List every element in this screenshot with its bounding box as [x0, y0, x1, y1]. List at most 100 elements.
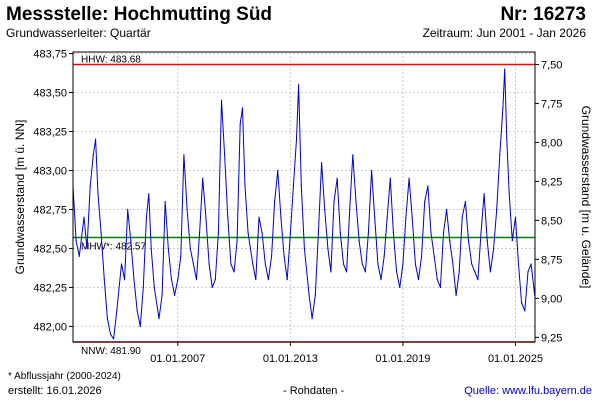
data-point: [486, 240, 488, 242]
aquifer-label: Grundwasserleiter: Quartär: [6, 26, 151, 40]
data-point: [261, 232, 263, 234]
data-point: [183, 154, 185, 156]
y-tick-label: 482,25: [33, 282, 67, 294]
data-point: [492, 247, 495, 250]
data-point: [109, 333, 112, 335]
data-point: [186, 208, 188, 211]
data-point: [236, 240, 238, 242]
data-point: [386, 216, 388, 218]
data-point: [496, 208, 498, 211]
y-axis-label-left: Grundwasserstand [m ü. NN]: [13, 120, 27, 275]
y-tick-label: 483,75: [33, 49, 67, 61]
data-point: [358, 240, 360, 242]
data-point: [239, 123, 241, 125]
data-point: [123, 279, 126, 281]
created-date: erstellt: 16.01.2026: [8, 385, 102, 397]
data-point: [374, 216, 376, 218]
data-point: [252, 263, 254, 265]
data-point: [324, 208, 326, 211]
data-point: [389, 177, 391, 179]
data-point: [455, 294, 457, 296]
data-point: [361, 263, 363, 265]
grid-lines: [73, 52, 535, 342]
right-tick-label: 8,25: [541, 176, 562, 188]
data-point: [258, 216, 260, 218]
data-point: [349, 208, 351, 211]
data-point: [483, 193, 485, 195]
y-tick-label: 483,50: [33, 88, 67, 100]
source-link[interactable]: Quelle: www.lfu.bayern.de: [464, 385, 592, 397]
right-tick-label: 8,50: [541, 215, 562, 227]
x-tick-label: 01.01.2013: [263, 353, 318, 365]
data-point: [383, 255, 385, 257]
data-point: [97, 193, 99, 195]
period-label: Zeitraum: Jun 2001 - Jan 2026: [422, 26, 586, 40]
data-point: [408, 177, 410, 179]
data-point: [364, 271, 367, 273]
data-point: [330, 271, 332, 273]
data-point: [380, 279, 382, 281]
data-point: [396, 271, 398, 273]
right-tick-label: 9,25: [541, 332, 562, 344]
data-point: [320, 162, 323, 164]
data-point: [342, 263, 345, 265]
data-point: [333, 201, 335, 203]
right-tick-label: 7,75: [541, 98, 562, 110]
data-point: [247, 232, 249, 234]
data-point: [127, 208, 129, 211]
data-point: [377, 263, 379, 265]
data-point: [514, 216, 517, 218]
data-point: [502, 107, 504, 109]
mhw-label: MHW*: 482.57: [81, 242, 146, 253]
data-point: [89, 185, 91, 187]
x-tick-label: 01.01.2007: [150, 353, 205, 365]
data-point: [352, 154, 354, 156]
data-point: [289, 232, 291, 234]
data-point: [217, 232, 219, 234]
data-point: [142, 286, 144, 289]
series-layer: [72, 68, 536, 340]
data-point: [405, 216, 407, 218]
data-point: [327, 247, 329, 250]
data-point: [411, 216, 413, 218]
data-point: [367, 232, 370, 234]
data-point: [220, 99, 223, 101]
data-point: [75, 240, 77, 242]
data-point: [78, 255, 80, 257]
data-point: [464, 201, 466, 203]
raw-data-label: - Rohdaten -: [283, 385, 345, 397]
data-point: [414, 263, 416, 265]
data-point: [442, 232, 445, 234]
x-tick-label: 01.01.2019: [375, 353, 430, 365]
data-point: [106, 318, 108, 320]
data-point: [477, 279, 479, 281]
data-point: [421, 255, 423, 257]
footnote: * Abflussjahr (2000-2024): [8, 371, 121, 382]
data-point: [145, 216, 148, 218]
data-point: [270, 255, 273, 257]
y-tick-label: 483,00: [33, 165, 67, 177]
data-point: [94, 138, 97, 140]
data-point: [439, 286, 442, 289]
data-point: [136, 310, 138, 312]
data-point: [174, 294, 176, 296]
data-point: [167, 247, 169, 250]
data-point: [311, 318, 313, 320]
data-point: [517, 263, 520, 265]
data-point: [317, 232, 320, 234]
data-point: [277, 169, 279, 172]
data-point: [264, 263, 266, 265]
data-point: [244, 185, 246, 187]
data-point: [92, 154, 94, 156]
data-point: [292, 185, 294, 187]
data-point: [180, 255, 182, 257]
data-point: [489, 271, 492, 273]
y-tick-label: 482,50: [33, 243, 67, 255]
data-point: [177, 279, 179, 281]
data-point: [189, 247, 191, 250]
groundwater-series-line: [72, 68, 536, 340]
data-point: [336, 177, 338, 179]
data-point: [161, 294, 163, 296]
data-point: [297, 84, 300, 86]
